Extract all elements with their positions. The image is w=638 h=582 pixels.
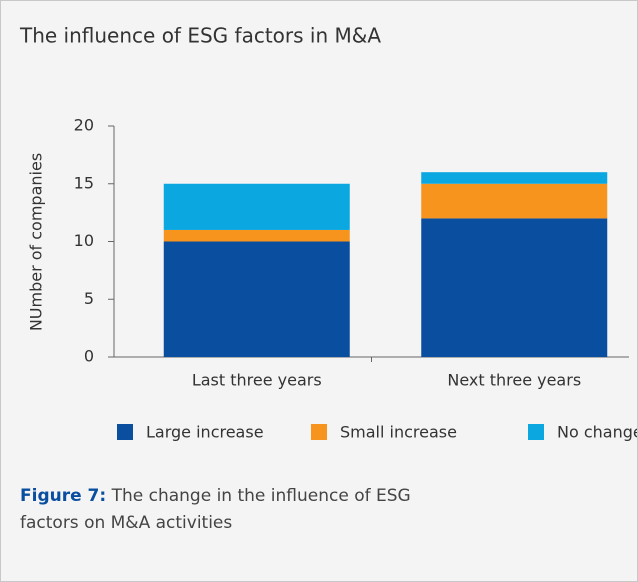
y-axis-label: NUmber of companies xyxy=(27,153,46,331)
legend-label: No change xyxy=(557,423,637,442)
x-tick-label: Last three years xyxy=(192,371,322,390)
legend-swatch xyxy=(311,424,327,440)
chart-title: The influence of ESG factors in M&A xyxy=(19,24,381,48)
y-tick-label: 10 xyxy=(74,231,94,250)
y-tick-label: 5 xyxy=(84,289,94,308)
x-tick-label: Next three years xyxy=(447,371,581,390)
bar-segment xyxy=(163,229,350,242)
y-tick-label: 15 xyxy=(74,173,94,192)
bar-segment xyxy=(163,183,350,230)
legend-swatch xyxy=(117,424,133,440)
legend-label: Large increase xyxy=(146,423,264,442)
bar-segment xyxy=(421,183,608,219)
legend-swatch xyxy=(528,424,544,440)
legend-label: Small increase xyxy=(340,423,457,442)
y-tick-label: 0 xyxy=(84,347,94,366)
caption-text: The change in the influence of ESG facto… xyxy=(20,486,411,533)
bar-segment xyxy=(421,172,608,184)
y-tick-label: 20 xyxy=(74,116,94,135)
caption-label: Figure 7: xyxy=(20,486,107,506)
bar-segment xyxy=(421,218,608,357)
caption: Figure 7: The change in the influence of… xyxy=(20,483,440,537)
bar-segment xyxy=(163,241,350,357)
